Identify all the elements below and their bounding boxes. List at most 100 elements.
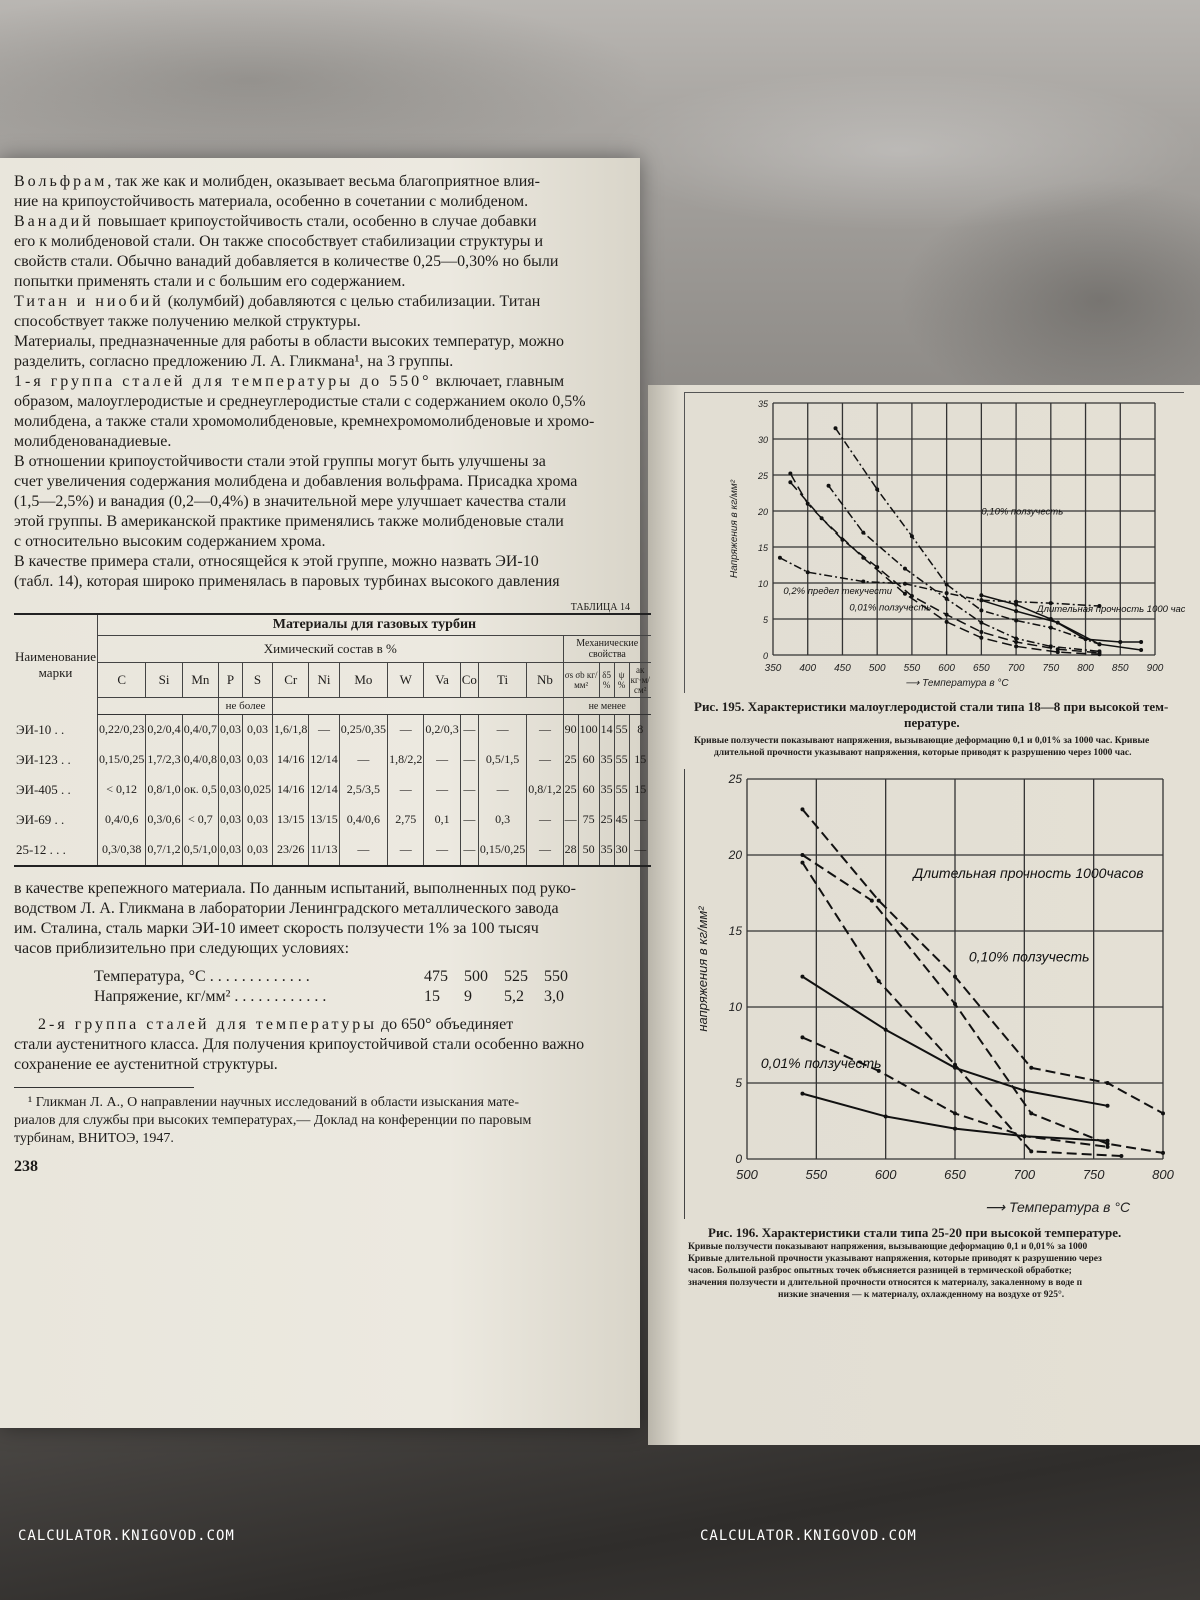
table-cell: 60: [577, 744, 600, 775]
data-point: [902, 591, 907, 596]
data-point: [876, 979, 881, 984]
y-tick-label: 20: [757, 507, 768, 517]
chem-column-header: Mo: [338, 662, 388, 698]
data-point: [902, 566, 907, 571]
table-cell: —: [562, 804, 579, 835]
data-point: [1029, 1065, 1034, 1070]
data-point: [800, 853, 805, 857]
text-span: его к молибденовой стали. Он также спосо…: [14, 233, 544, 250]
table-cell: 0,2/0,4: [145, 714, 183, 745]
data-point: [861, 530, 866, 535]
y-tick-label: 25: [728, 772, 743, 786]
data-point: [953, 1062, 957, 1067]
table-cell: —: [526, 744, 564, 775]
chem-column-header: Va: [423, 662, 461, 698]
spaced-term: 1-я группа сталей для температуры до 550…: [14, 373, 432, 390]
y-axis-label: напряжения в кг/мм²: [695, 906, 710, 1032]
data-point: [1014, 609, 1019, 614]
x-tick-label: 550: [805, 1167, 827, 1182]
series-line: [827, 485, 1100, 653]
data-point: [1119, 1153, 1124, 1158]
mech-column-header: ак кг·м/см²: [628, 662, 651, 698]
figure-196-note: Кривые ползучести показывают напряжения,…: [688, 1242, 1088, 1252]
chem-column-header: C: [96, 662, 146, 698]
text-span: Материалы, предназначенные для работы в …: [14, 333, 565, 350]
stress-label: Напряжение, кг/мм² . . . . . . . . . . .…: [94, 987, 327, 1005]
data-point: [944, 591, 949, 596]
footnote-line: риалов для службы при высоких температур…: [14, 1112, 532, 1128]
mech-column-header: σs σb кг/мм²: [562, 662, 600, 698]
table-cell: 90: [562, 714, 579, 745]
temp-value: 475: [424, 967, 448, 985]
table-cell: —: [477, 774, 527, 805]
left-page-column: Вольфрам, так же как и молибден, оказыва…: [14, 172, 651, 1176]
annotation-label: 0,10% ползучесть: [969, 948, 1090, 964]
data-point: [1097, 604, 1102, 609]
x-tick-label: 750: [1083, 1167, 1105, 1182]
table-cell: 12/14: [308, 774, 340, 805]
table-cell: 0,025: [242, 774, 273, 805]
table-cell: 35: [598, 834, 615, 866]
data-point: [1105, 1081, 1110, 1085]
table-cell: 35: [598, 744, 615, 775]
text-span: (табл. 14), которая широко применялась в…: [14, 573, 560, 590]
footnote-divider: [14, 1086, 194, 1088]
table-cell: —: [628, 834, 651, 866]
table-cell: 1,8/2,2: [387, 744, 424, 775]
table-cell: 14: [598, 714, 615, 745]
data-point: [1048, 625, 1053, 630]
data-point: [953, 1001, 957, 1006]
data-point: [833, 426, 838, 431]
table-cell: 0,03: [218, 744, 243, 775]
table-row: ЭИ-123 . . 0,15/0,25 1,7/2,3 0,4/0,8 0,03 0,0…: [14, 744, 651, 775]
text-span: В качестве примера стали, относящейся к …: [14, 553, 539, 570]
data-point: [1055, 647, 1060, 652]
table-cell: —: [423, 744, 461, 775]
data-point: [883, 1027, 888, 1032]
data-point: [805, 570, 810, 575]
table-cell: 0,4/0,6: [96, 804, 146, 835]
text-line: этой группы. В американской практике при…: [14, 512, 630, 532]
data-point: [1014, 602, 1019, 607]
table-cell: —: [387, 834, 424, 866]
text-line: Материалы, предназначенные для работы в …: [14, 332, 630, 352]
figure-195-caption-block: Рис. 195. Характеристики малоуглеродисто…: [694, 699, 1184, 759]
figure-196-caption-block: Рис. 196. Характеристики стали типа 25-2…: [688, 1225, 1184, 1301]
table-cell: 60: [577, 774, 600, 805]
annotation-label: 0,01% ползучесть: [761, 1055, 882, 1071]
watermark: CALCULATOR.KNIGOVOD.COM: [18, 1528, 235, 1544]
data-point: [953, 1111, 957, 1116]
table-cell: —: [423, 834, 461, 866]
data-point: [788, 480, 793, 485]
text-line: с относительно высоким содержанием хрома…: [14, 532, 630, 552]
table-cell: —: [338, 744, 388, 775]
series-line: [834, 427, 1100, 645]
table-cell: 0,3: [477, 804, 527, 835]
text-span: попытки применять стали и с большим его …: [14, 273, 406, 290]
figure-195-caption: пературе.: [904, 715, 960, 730]
table-cell: 55: [613, 714, 630, 745]
data-point: [1014, 599, 1019, 604]
table-cell: —: [338, 834, 388, 866]
spacer: [272, 697, 564, 715]
data-point: [1014, 640, 1019, 645]
y-tick-label: 5: [735, 1076, 742, 1090]
table-cell: 0,03: [218, 804, 243, 835]
watermark: CALCULATOR.KNIGOVOD.COM: [700, 1528, 917, 1544]
data-point: [1055, 620, 1060, 625]
table-cell: 45: [613, 804, 630, 835]
temp-value: 550: [544, 967, 568, 985]
x-tick-label: 550: [904, 663, 921, 674]
annotation-label: 0,01% ползучесть: [849, 602, 931, 613]
data-point: [861, 579, 866, 584]
table-cell: —: [459, 774, 479, 805]
table-cell: 0,4/0,8: [181, 744, 219, 775]
data-point: [953, 1126, 957, 1131]
table-14: ТАБЛИЦА 14 Наименование марки Материалы д…: [14, 602, 651, 867]
x-tick-label: 350: [765, 663, 782, 674]
table-cell: 8: [628, 714, 651, 745]
text-line: молибденованадиевые.: [14, 432, 630, 452]
y-tick-label: 0: [735, 1152, 742, 1166]
data-point: [944, 612, 949, 617]
temp-value: 500: [464, 967, 488, 985]
